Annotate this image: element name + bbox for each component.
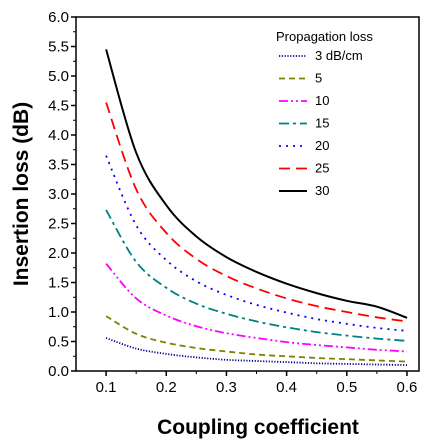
y-tick-label: 2.5: [48, 216, 69, 233]
x-tick-label: 0.5: [336, 379, 357, 396]
series-line: [105, 102, 408, 323]
y-tick-label: 2.0: [48, 245, 69, 262]
y-tick-label: 3.0: [48, 186, 69, 203]
x-tick-label: 0.3: [216, 379, 237, 396]
series-line: [105, 315, 408, 363]
y-tick-label: 0.0: [48, 363, 69, 380]
y-tick-label: 0.5: [48, 334, 69, 351]
series-line: [105, 209, 408, 342]
y-tick-label: 5.5: [48, 39, 69, 56]
legend-label: 10: [315, 93, 329, 108]
series-line: [105, 49, 408, 319]
y-tick-label: 1.0: [48, 304, 69, 321]
y-tick-label: 1.5: [48, 275, 69, 292]
y-axis-title: Insertion loss (dB): [10, 102, 33, 286]
axis-ticks: 0.0 0.5 1.0 1.5 2.0 2.5 3.0 3.5 4.0 4.5 5.0 5.5 6.0 0…: [48, 9, 417, 396]
legend-label: 30: [315, 183, 329, 198]
x-axis-title: Coupling coefficient: [157, 416, 359, 439]
legend-label: 3 dB/cm: [315, 48, 363, 63]
y-tick-label: 5.0: [48, 68, 69, 85]
y-tick-label: 6.0: [48, 9, 69, 26]
x-tick-label: 0.4: [276, 379, 297, 396]
plot-frame: [75, 16, 420, 372]
series-layer: [105, 49, 408, 366]
legend-label: 20: [315, 138, 329, 153]
y-tick-label: 4.5: [48, 98, 69, 115]
x-tick-label: 0.2: [156, 379, 177, 396]
x-tick-label: 0.1: [96, 379, 117, 396]
legend-label: 25: [315, 161, 329, 176]
x-tick-label: 0.6: [397, 379, 418, 396]
series-line: [105, 155, 408, 332]
legend-label: 15: [315, 116, 329, 131]
legend: Propagation loss 3 dB/cm 5 10 15 20 25 30: [276, 29, 373, 198]
series-line: [105, 337, 408, 366]
legend-title: Propagation loss: [276, 29, 373, 44]
y-tick-label: 4.0: [48, 127, 69, 144]
series-line: [105, 263, 408, 353]
y-tick-label: 3.5: [48, 157, 69, 174]
legend-label: 5: [315, 71, 322, 86]
